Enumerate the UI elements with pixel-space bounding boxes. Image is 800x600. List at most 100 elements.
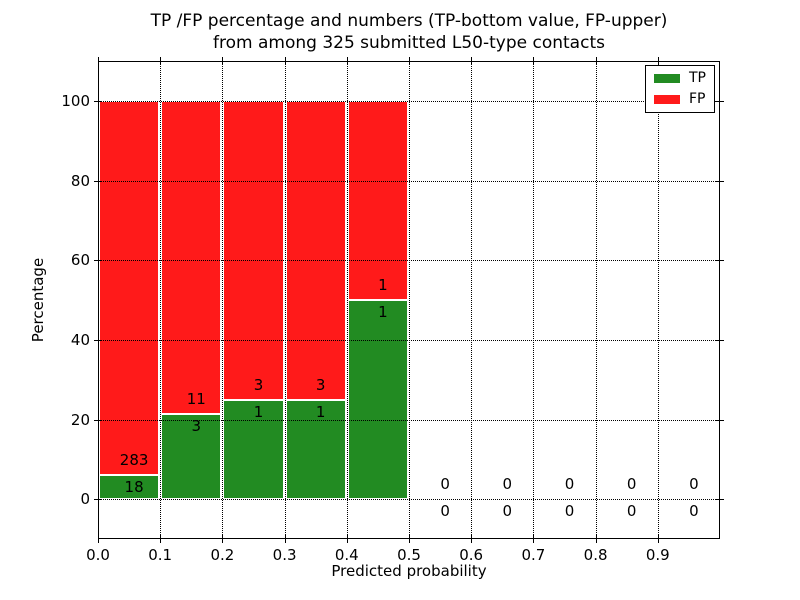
tick-x-bottom-0.2 — [222, 535, 224, 543]
tick-x-bottom-0.6 — [471, 535, 473, 543]
legend: TP FP — [645, 65, 715, 113]
tick-x-bottom-0.4 — [346, 535, 348, 543]
x-tick-label-0.3: 0.3 — [272, 546, 297, 564]
x-tick-label-0.7: 0.7 — [521, 546, 546, 564]
bar-count-label-tp-4: 1 — [378, 303, 388, 321]
tick-x-top-0.4 — [346, 57, 348, 65]
bar-count-label-fp-8: 0 — [626, 475, 637, 494]
legend-row-fp: FP — [654, 92, 706, 107]
chart-title-line2: from among 325 submitted L50-type contac… — [213, 33, 605, 53]
tick-y-left-40 — [94, 339, 102, 341]
bar-segment-fp-0 — [99, 100, 160, 476]
bar-count-label-tp-3: 1 — [315, 402, 326, 421]
bar-count-label-fp-2: 3 — [253, 375, 264, 394]
x-tick-label-0.9: 0.9 — [645, 546, 670, 564]
bar-count-label-fp-0: 283 — [119, 451, 149, 470]
chart-title-line1: TP /FP percentage and numbers (TP-bottom… — [150, 11, 668, 31]
gridline-x-0.2 — [222, 61, 224, 539]
gridline-x-0.1 — [160, 61, 162, 539]
tick-y-right-0 — [716, 499, 724, 501]
bar-count-label-fp-5: 0 — [440, 475, 450, 494]
tick-y-right-80 — [716, 180, 724, 182]
plot-area: TP FP 283 18 11 3 3 1 3 1 1 1 0 0 0 0 0 0 0 0 0 0 0.0 0.1 0.2 0.… — [61, 57, 724, 564]
bar-segment-fp-1 — [161, 100, 222, 414]
gridline-x-0.6 — [471, 61, 473, 539]
tick-y-right-20 — [716, 419, 724, 421]
tick-x-top-0.7 — [533, 57, 535, 65]
tick-x-top-0.5 — [409, 57, 410, 65]
bar-count-label-tp-6: 0 — [502, 502, 513, 521]
y-tick-label-20: 20 — [70, 410, 90, 429]
bar-count-label-tp-7: 0 — [564, 502, 575, 521]
gridline-x-0.5 — [409, 61, 410, 539]
tick-x-bottom-0.0 — [98, 535, 99, 543]
y-axis-label: Percentage — [29, 257, 47, 343]
bar-segment-tp-3 — [285, 399, 346, 500]
y-tick-label-80: 80 — [70, 171, 90, 190]
tick-y-left-0 — [94, 499, 102, 501]
tick-y-left-20 — [94, 419, 102, 421]
bar-count-label-tp-2: 1 — [253, 402, 264, 421]
bar-segment-tp-4 — [347, 300, 408, 500]
tick-y-right-100 — [716, 100, 724, 102]
bar-segment-tp-1 — [161, 413, 222, 500]
tick-x-bottom-0.9 — [657, 535, 659, 543]
bar-count-label-tp-1: 3 — [191, 416, 202, 435]
x-axis-label: Predicted probability — [331, 562, 487, 580]
bar-count-label-fp-7: 0 — [564, 475, 575, 494]
legend-swatch-tp — [654, 74, 680, 83]
tick-x-top-0.3 — [284, 57, 286, 65]
x-tick-label-0.5: 0.5 — [397, 546, 421, 564]
bar-segment-fp-2 — [223, 100, 284, 400]
legend-swatch-fp — [654, 95, 680, 104]
tick-y-left-80 — [94, 180, 102, 182]
tick-y-right-60 — [716, 260, 724, 262]
tick-x-top-0.0 — [98, 57, 99, 65]
tick-x-bottom-0.3 — [284, 535, 286, 543]
y-tick-label-0: 0 — [80, 490, 90, 509]
bar-segment-fp-4 — [347, 100, 408, 300]
bar-count-label-fp-3: 3 — [315, 375, 326, 394]
tick-y-right-40 — [716, 339, 724, 341]
bar-count-label-tp-8: 0 — [626, 502, 637, 521]
gridline-x-0.4 — [346, 61, 348, 539]
tick-x-bottom-0.7 — [533, 535, 535, 543]
bar-segment-fp-3 — [285, 100, 346, 400]
tick-x-top-0.6 — [471, 57, 473, 65]
x-tick-label-0.6: 0.6 — [459, 546, 484, 564]
tick-x-bottom-0.8 — [595, 535, 597, 543]
bar-segment-tp-2 — [223, 399, 284, 500]
legend-label-fp: FP — [689, 91, 706, 107]
bar-count-label-tp-9: 0 — [689, 502, 699, 521]
gridline-x-0.3 — [284, 61, 286, 539]
tick-x-top-0.1 — [160, 57, 162, 65]
x-tick-label-0.0: 0.0 — [86, 546, 110, 564]
gridline-x-0.9 — [657, 61, 659, 539]
chart-title: TP /FP percentage and numbers (TP-bottom… — [98, 10, 720, 54]
bar-count-label-fp-9: 0 — [689, 475, 699, 494]
gridline-x-0.8 — [595, 61, 597, 539]
legend-label-tp: TP — [689, 70, 706, 86]
x-tick-label-0.8: 0.8 — [583, 546, 608, 564]
legend-row-tp: TP — [654, 71, 706, 86]
y-tick-label-60: 60 — [70, 251, 90, 270]
tick-x-bottom-0.5 — [409, 535, 410, 543]
bar-count-label-fp-1: 11 — [186, 389, 206, 408]
x-tick-label-0.2: 0.2 — [210, 546, 235, 564]
tick-x-top-0.2 — [222, 57, 224, 65]
tick-x-top-0.8 — [595, 57, 597, 65]
x-tick-label-0.4: 0.4 — [334, 546, 359, 564]
gridline-x-0.7 — [533, 61, 535, 539]
bar-count-label-tp-5: 0 — [440, 502, 450, 521]
x-tick-label-0.1: 0.1 — [148, 546, 173, 564]
bar-count-label-fp-6: 0 — [502, 475, 513, 494]
tick-y-left-60 — [94, 260, 102, 262]
bar-count-label-tp-0: 18 — [124, 478, 144, 497]
bar-count-label-fp-4: 1 — [378, 276, 388, 294]
tick-x-bottom-0.1 — [160, 535, 162, 543]
y-tick-label-40: 40 — [70, 330, 90, 349]
tick-x-top-0.9 — [657, 57, 659, 65]
y-tick-label-100: 100 — [61, 91, 90, 110]
tick-y-left-100 — [94, 100, 102, 102]
